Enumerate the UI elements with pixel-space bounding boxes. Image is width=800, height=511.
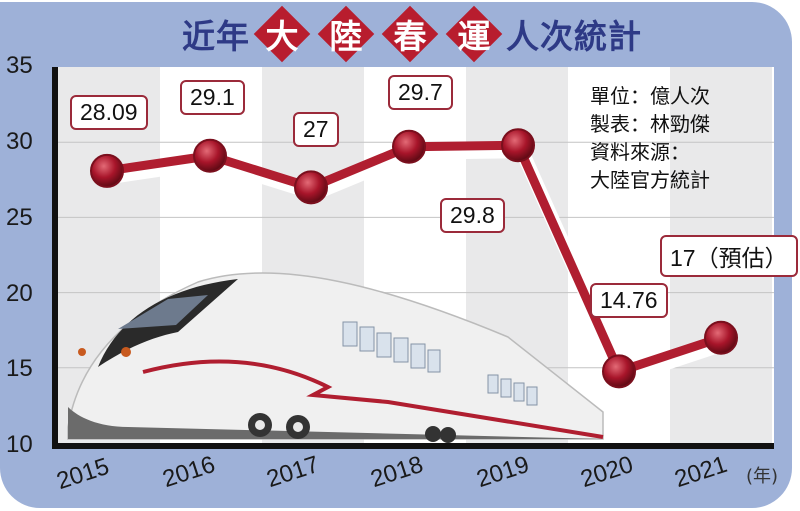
data-point-2020 [602, 354, 636, 389]
data-point-2019 [501, 128, 535, 163]
line-series [90, 128, 738, 389]
data-label-2018: 29.7 [388, 75, 453, 110]
y-tick-35: 35 [6, 52, 33, 79]
title-prefix: 近年 [182, 17, 250, 56]
data-label-2019: 29.8 [440, 198, 505, 233]
data-point-2021 [704, 320, 738, 355]
unit-note: 單位：億人次 [590, 84, 710, 108]
y-tick-20: 20 [6, 280, 33, 307]
data-point-2016 [193, 138, 227, 173]
y-tick-30: 30 [6, 128, 33, 155]
y-tick-25: 25 [6, 204, 33, 231]
source-value: 大陸官方統計 [590, 168, 710, 192]
plot-area [52, 67, 774, 449]
train-illustration [67, 272, 604, 443]
source-label: 資料來源： [590, 140, 690, 164]
y-tick-10: 10 [6, 431, 33, 458]
chart-title: 近年 大 陸 春 運 人次統計 [182, 5, 642, 63]
chart-svg [58, 67, 774, 443]
data-label-2015: 28.09 [70, 95, 148, 130]
author-note: 製表：林勁傑 [590, 112, 710, 136]
data-label-2016: 29.1 [180, 80, 245, 115]
data-point-2015 [90, 153, 124, 188]
data-point-2017 [294, 170, 328, 205]
title-suffix: 人次統計 [506, 17, 642, 56]
title-highlight-2: 陸 [315, 5, 377, 63]
x-unit-label: (年) [746, 466, 779, 487]
source-note: 單位：億人次 製表：林勁傑 資料來源： 大陸官方統計 [590, 82, 710, 194]
y-tick-15: 15 [6, 355, 33, 382]
title-highlight-1: 大 [251, 5, 313, 63]
data-label-2020: 14.76 [590, 283, 668, 318]
title-highlight-4: 運 [443, 5, 505, 63]
title-highlight-3: 春 [379, 5, 441, 63]
data-label-2021: 17（預估） [660, 235, 798, 277]
data-point-2018 [392, 129, 426, 164]
data-label-2017: 27 [293, 112, 339, 147]
